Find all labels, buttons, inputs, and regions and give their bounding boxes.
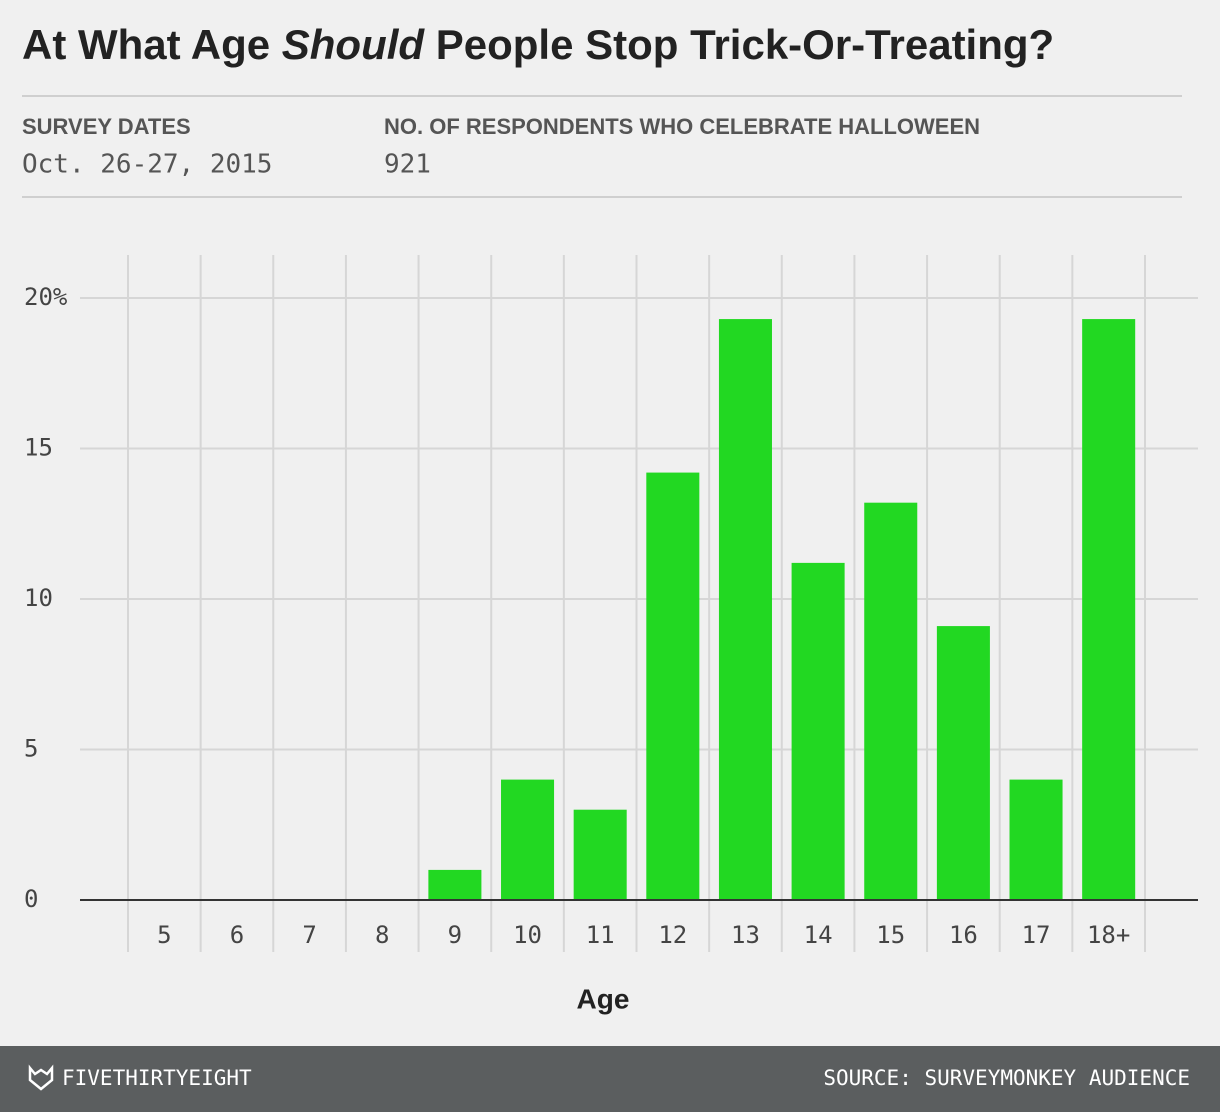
- bar: [646, 472, 700, 900]
- y-tick-label: 0: [24, 885, 38, 913]
- x-tick-label: 5: [157, 921, 171, 949]
- x-tick-label: 9: [448, 921, 462, 949]
- x-tick-label: 7: [302, 921, 316, 949]
- meta-value: Oct. 26-27, 2015: [22, 150, 272, 180]
- title-emphasis: Should: [282, 21, 426, 68]
- chart-title: At What Age Should People Stop Trick-Or-…: [22, 21, 1054, 68]
- brand: FIVETHIRTYEIGHT: [62, 1066, 252, 1090]
- x-tick-label: 18+: [1087, 921, 1130, 949]
- bar: [428, 869, 482, 900]
- meta-label: SURVEY DATES: [22, 114, 191, 139]
- bar: [864, 502, 918, 900]
- meta-label: NO. OF RESPONDENTS WHO CELEBRATE HALLOWE…: [384, 114, 980, 139]
- footer: [0, 1046, 1220, 1112]
- x-tick-label: 13: [731, 921, 760, 949]
- bar: [1009, 779, 1063, 900]
- x-tick-label: 12: [658, 921, 687, 949]
- y-tick-label: 15: [24, 434, 53, 462]
- source: SOURCE: SURVEYMONKEY AUDIENCE: [823, 1066, 1190, 1090]
- bar: [718, 319, 772, 900]
- title-tail: People Stop Trick-Or-Treating?: [436, 21, 1054, 68]
- title-lead: At What Age: [22, 21, 270, 68]
- bar: [936, 626, 990, 900]
- x-tick-label: 6: [230, 921, 244, 949]
- x-tick-label: 14: [804, 921, 833, 949]
- y-tick-label: 10: [24, 584, 53, 612]
- bar: [501, 779, 555, 900]
- y-tick-label: 20%: [24, 283, 68, 311]
- x-tick-label: 17: [1022, 921, 1051, 949]
- x-tick-label: 10: [513, 921, 542, 949]
- x-tick-label: 15: [876, 921, 905, 949]
- y-tick-label: 5: [24, 735, 38, 763]
- x-tick-label: 8: [375, 921, 389, 949]
- x-tick-label: 11: [586, 921, 615, 949]
- bar: [1082, 319, 1136, 900]
- plot: 0 5 10 15 20% 5 6 7 8 9 10 11 12 13 14 15 16 17 18+: [24, 255, 1198, 952]
- meta-value: 921: [384, 150, 431, 180]
- bar: [573, 809, 627, 900]
- x-tick-label: 16: [949, 921, 978, 949]
- x-axis-title: Age: [577, 983, 630, 1014]
- logo: [28, 1064, 54, 1091]
- bar: [791, 562, 845, 900]
